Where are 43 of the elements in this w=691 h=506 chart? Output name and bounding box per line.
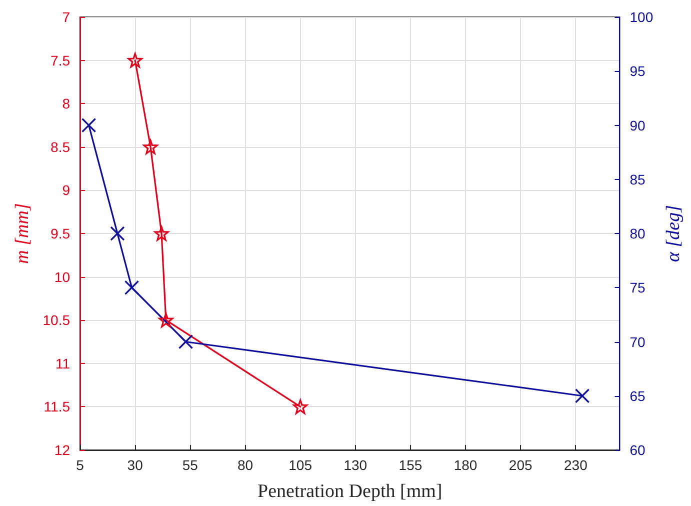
y2-tick-label: 100 <box>630 9 654 25</box>
point <box>293 399 308 414</box>
x-tick-label: 105 <box>288 457 312 473</box>
y-tick-label: 11.5 <box>44 398 70 415</box>
point <box>178 334 194 350</box>
y2-tick-label: 85 <box>630 171 646 188</box>
point <box>154 226 169 241</box>
y-tick-label: 7.5 <box>50 52 70 68</box>
y2-axis-title: α [deg] <box>663 205 684 262</box>
x-tick-label: 5 <box>76 457 84 473</box>
point <box>158 312 174 328</box>
x-axis-title: Penetration Depth [mm] <box>258 481 442 502</box>
point <box>124 280 140 295</box>
x-tick-label: 30 <box>127 457 144 473</box>
point <box>110 226 125 241</box>
y2-tick-label: 65 <box>630 388 646 404</box>
y2-tick-label: 95 <box>630 63 646 80</box>
y2-tick-label: 90 <box>630 117 646 134</box>
x-tick-label: 180 <box>454 457 478 473</box>
y-tick-label: 9 <box>62 182 70 198</box>
point <box>574 388 590 404</box>
x-tick-label: 80 <box>237 457 254 473</box>
x-tick-label: 205 <box>508 457 532 473</box>
y-axis-title: m [mm] <box>12 203 33 264</box>
y-tick-label: 12 <box>54 442 70 458</box>
x-tick-label: 155 <box>398 457 422 473</box>
x-tick-label: 230 <box>564 457 588 473</box>
y2-tick-label: 75 <box>630 280 646 296</box>
x-tick-label: 55 <box>182 457 198 473</box>
y2-tick-label: 70 <box>630 334 646 350</box>
y-tick-label: 11 <box>55 355 70 372</box>
point <box>82 118 96 133</box>
y2-tick-label: 60 <box>630 442 646 458</box>
y-tick-label: 8 <box>62 96 70 112</box>
y2-tick-label: 80 <box>630 226 646 242</box>
y-tick-label: 7 <box>62 9 70 25</box>
x-tick-label: 130 <box>344 457 368 473</box>
y-tick-label: 9.5 <box>50 226 70 242</box>
point <box>143 140 158 154</box>
y-tick-label: 10.5 <box>42 312 70 328</box>
y-tick-label: 8.5 <box>50 138 70 155</box>
point <box>128 53 142 68</box>
y-tick-label: 10 <box>54 268 70 285</box>
